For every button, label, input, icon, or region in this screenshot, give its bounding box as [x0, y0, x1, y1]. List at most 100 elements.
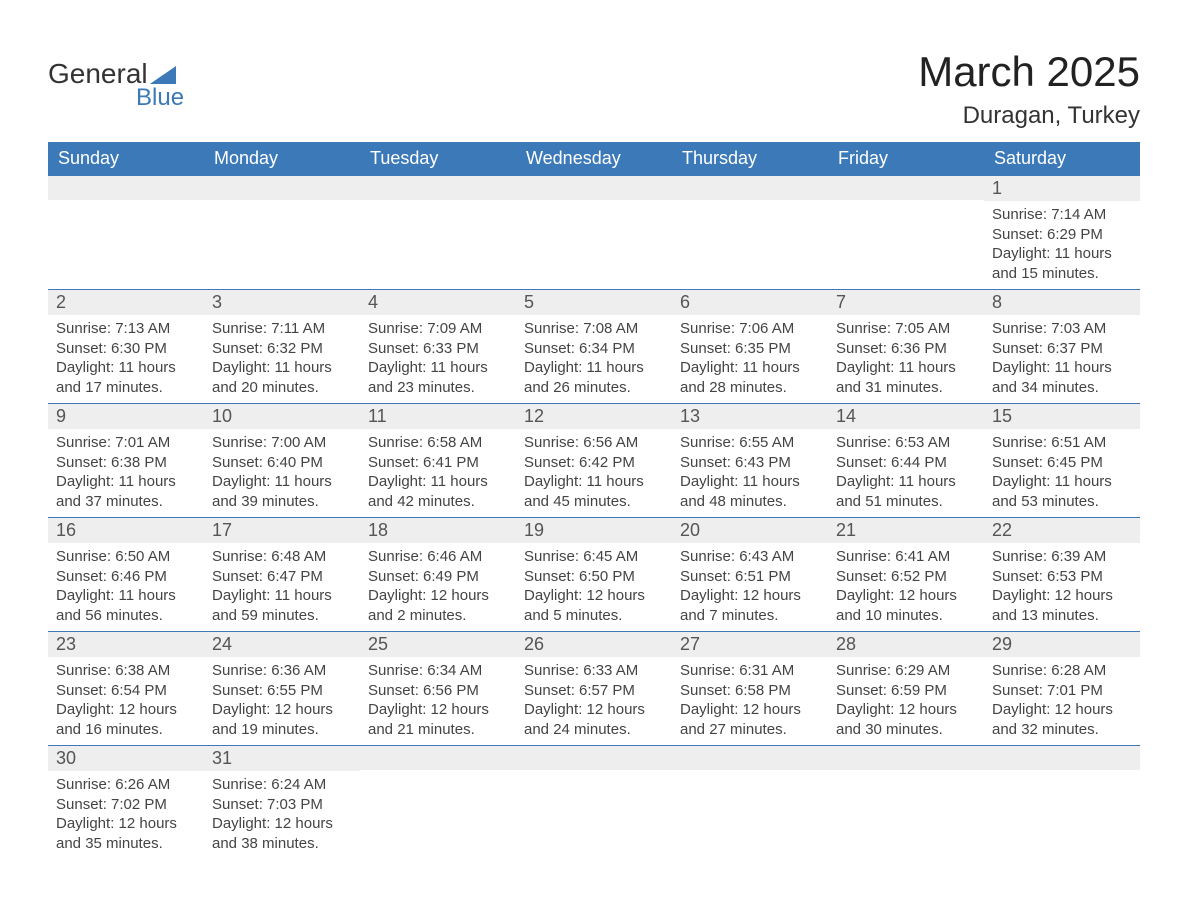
calendar-cell: 28Sunrise: 6:29 AMSunset: 6:59 PMDayligh… [828, 632, 984, 746]
weekday-tuesday: Tuesday [360, 142, 516, 176]
daylight-line1: Daylight: 11 hours [992, 472, 1134, 492]
daylight-line1: Daylight: 12 hours [368, 700, 510, 720]
daylight-line2: and 32 minutes. [992, 720, 1134, 740]
daylight-line2: and 20 minutes. [212, 378, 354, 398]
sunset-text: Sunset: 6:46 PM [56, 567, 198, 587]
day-details: Sunrise: 6:55 AMSunset: 6:43 PMDaylight:… [672, 429, 828, 517]
day-details: Sunrise: 7:06 AMSunset: 6:35 PMDaylight:… [672, 315, 828, 403]
calendar-cell [672, 176, 828, 290]
daylight-line2: and 53 minutes. [992, 492, 1134, 512]
day-number: 1 [984, 176, 1140, 201]
daylight-line1: Daylight: 11 hours [992, 244, 1134, 264]
daylight-line2: and 28 minutes. [680, 378, 822, 398]
day-details [984, 770, 1140, 842]
calendar-cell: 23Sunrise: 6:38 AMSunset: 6:54 PMDayligh… [48, 632, 204, 746]
day-number: 17 [204, 518, 360, 543]
day-details: Sunrise: 6:39 AMSunset: 6:53 PMDaylight:… [984, 543, 1140, 631]
day-number: 12 [516, 404, 672, 429]
weekday-monday: Monday [204, 142, 360, 176]
day-number: 29 [984, 632, 1140, 657]
sunrise-text: Sunrise: 6:33 AM [524, 661, 666, 681]
daylight-line2: and 37 minutes. [56, 492, 198, 512]
calendar-cell: 6Sunrise: 7:06 AMSunset: 6:35 PMDaylight… [672, 290, 828, 404]
sunrise-text: Sunrise: 7:09 AM [368, 319, 510, 339]
calendar-cell [672, 746, 828, 860]
daylight-line2: and 27 minutes. [680, 720, 822, 740]
day-details [828, 200, 984, 272]
weekday-sunday: Sunday [48, 142, 204, 176]
sunset-text: Sunset: 6:41 PM [368, 453, 510, 473]
day-number: 25 [360, 632, 516, 657]
day-number [672, 746, 828, 770]
day-details [360, 200, 516, 272]
calendar-cell: 25Sunrise: 6:34 AMSunset: 6:56 PMDayligh… [360, 632, 516, 746]
day-details: Sunrise: 7:11 AMSunset: 6:32 PMDaylight:… [204, 315, 360, 403]
day-details: Sunrise: 6:28 AMSunset: 7:01 PMDaylight:… [984, 657, 1140, 745]
day-number: 13 [672, 404, 828, 429]
day-number: 15 [984, 404, 1140, 429]
day-number: 6 [672, 290, 828, 315]
location: Duragan, Turkey [918, 102, 1140, 130]
header: General Blue March 2025 Duragan, Turkey [48, 48, 1140, 130]
daylight-line1: Daylight: 12 hours [680, 586, 822, 606]
weekday-wednesday: Wednesday [516, 142, 672, 176]
weekday-thursday: Thursday [672, 142, 828, 176]
sunset-text: Sunset: 6:36 PM [836, 339, 978, 359]
daylight-line2: and 42 minutes. [368, 492, 510, 512]
calendar-cell [516, 176, 672, 290]
calendar-cell: 30Sunrise: 6:26 AMSunset: 7:02 PMDayligh… [48, 746, 204, 860]
sunset-text: Sunset: 6:50 PM [524, 567, 666, 587]
day-details: Sunrise: 6:36 AMSunset: 6:55 PMDaylight:… [204, 657, 360, 745]
day-number: 4 [360, 290, 516, 315]
daylight-line2: and 45 minutes. [524, 492, 666, 512]
calendar-cell: 8Sunrise: 7:03 AMSunset: 6:37 PMDaylight… [984, 290, 1140, 404]
sunset-text: Sunset: 6:49 PM [368, 567, 510, 587]
sunset-text: Sunset: 6:57 PM [524, 681, 666, 701]
day-number: 8 [984, 290, 1140, 315]
day-number: 26 [516, 632, 672, 657]
weekday-header-row: Sunday Monday Tuesday Wednesday Thursday… [48, 142, 1140, 176]
day-number: 24 [204, 632, 360, 657]
sunrise-text: Sunrise: 6:46 AM [368, 547, 510, 567]
day-details: Sunrise: 7:01 AMSunset: 6:38 PMDaylight:… [48, 429, 204, 517]
calendar-cell: 18Sunrise: 6:46 AMSunset: 6:49 PMDayligh… [360, 518, 516, 632]
day-number [48, 176, 204, 200]
day-number: 3 [204, 290, 360, 315]
calendar-cell: 3Sunrise: 7:11 AMSunset: 6:32 PMDaylight… [204, 290, 360, 404]
daylight-line1: Daylight: 11 hours [524, 472, 666, 492]
day-details: Sunrise: 6:56 AMSunset: 6:42 PMDaylight:… [516, 429, 672, 517]
daylight-line1: Daylight: 12 hours [992, 586, 1134, 606]
daylight-line1: Daylight: 11 hours [368, 472, 510, 492]
daylight-line1: Daylight: 11 hours [56, 586, 198, 606]
calendar-cell: 17Sunrise: 6:48 AMSunset: 6:47 PMDayligh… [204, 518, 360, 632]
daylight-line2: and 15 minutes. [992, 264, 1134, 284]
day-details [672, 770, 828, 842]
day-number [828, 746, 984, 770]
sunset-text: Sunset: 6:35 PM [680, 339, 822, 359]
daylight-line2: and 26 minutes. [524, 378, 666, 398]
day-details: Sunrise: 6:45 AMSunset: 6:50 PMDaylight:… [516, 543, 672, 631]
day-details: Sunrise: 6:58 AMSunset: 6:41 PMDaylight:… [360, 429, 516, 517]
logo: General Blue [48, 60, 184, 110]
sunrise-text: Sunrise: 6:51 AM [992, 433, 1134, 453]
sunset-text: Sunset: 6:29 PM [992, 225, 1134, 245]
sunrise-text: Sunrise: 6:53 AM [836, 433, 978, 453]
calendar-cell: 2Sunrise: 7:13 AMSunset: 6:30 PMDaylight… [48, 290, 204, 404]
daylight-line1: Daylight: 12 hours [680, 700, 822, 720]
daylight-line1: Daylight: 12 hours [836, 700, 978, 720]
calendar-cell: 15Sunrise: 6:51 AMSunset: 6:45 PMDayligh… [984, 404, 1140, 518]
day-number: 14 [828, 404, 984, 429]
day-number: 9 [48, 404, 204, 429]
day-details: Sunrise: 6:48 AMSunset: 6:47 PMDaylight:… [204, 543, 360, 631]
sunrise-text: Sunrise: 7:11 AM [212, 319, 354, 339]
sunrise-text: Sunrise: 6:56 AM [524, 433, 666, 453]
sunrise-text: Sunrise: 6:39 AM [992, 547, 1134, 567]
calendar-cell: 4Sunrise: 7:09 AMSunset: 6:33 PMDaylight… [360, 290, 516, 404]
day-details: Sunrise: 6:26 AMSunset: 7:02 PMDaylight:… [48, 771, 204, 859]
daylight-line2: and 35 minutes. [56, 834, 198, 854]
day-details [516, 200, 672, 272]
daylight-line1: Daylight: 12 hours [992, 700, 1134, 720]
day-number: 11 [360, 404, 516, 429]
daylight-line1: Daylight: 11 hours [680, 472, 822, 492]
day-number: 22 [984, 518, 1140, 543]
